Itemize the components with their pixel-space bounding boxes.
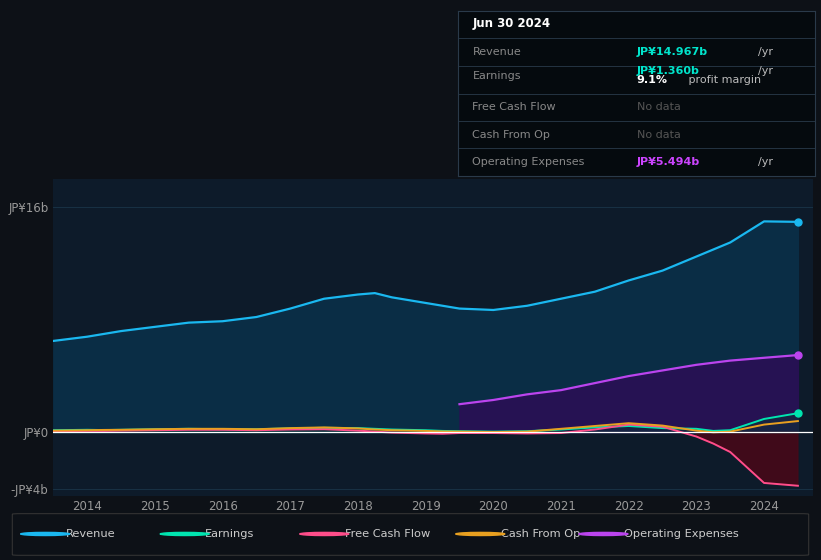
Text: No data: No data: [637, 130, 681, 140]
Text: Operating Expenses: Operating Expenses: [624, 529, 739, 539]
Circle shape: [456, 533, 505, 535]
Text: Operating Expenses: Operating Expenses: [472, 157, 585, 167]
Circle shape: [300, 533, 349, 535]
Text: Free Cash Flow: Free Cash Flow: [345, 529, 430, 539]
Text: /yr: /yr: [758, 157, 773, 167]
Text: /yr: /yr: [758, 67, 773, 77]
Text: Cash From Op: Cash From Op: [472, 130, 550, 140]
Text: Jun 30 2024: Jun 30 2024: [472, 17, 551, 30]
Text: Revenue: Revenue: [66, 529, 115, 539]
Text: Earnings: Earnings: [205, 529, 255, 539]
Text: Cash From Op: Cash From Op: [501, 529, 580, 539]
Text: No data: No data: [637, 102, 681, 113]
Text: 9.1%: 9.1%: [637, 74, 667, 85]
Text: JP¥14.967b: JP¥14.967b: [637, 47, 708, 57]
Text: profit margin: profit margin: [685, 74, 761, 85]
Circle shape: [579, 533, 628, 535]
Text: Revenue: Revenue: [472, 47, 521, 57]
Circle shape: [21, 533, 70, 535]
Text: JP¥5.494b: JP¥5.494b: [637, 157, 700, 167]
Text: Free Cash Flow: Free Cash Flow: [472, 102, 556, 113]
Text: JP¥1.360b: JP¥1.360b: [637, 67, 699, 77]
Circle shape: [160, 533, 209, 535]
Text: /yr: /yr: [758, 47, 773, 57]
Text: Earnings: Earnings: [472, 71, 521, 81]
